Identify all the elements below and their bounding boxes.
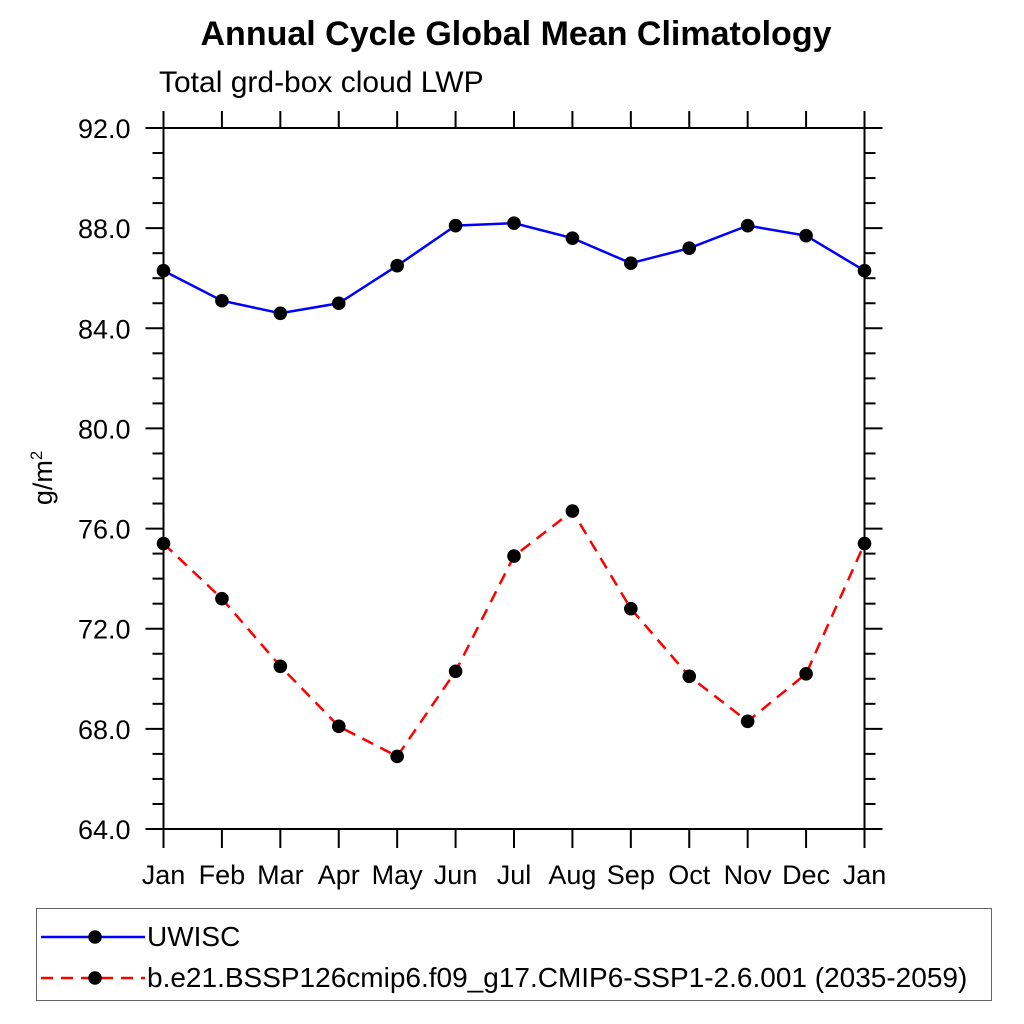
x-tick-label: Aug [548, 860, 596, 890]
y-tick-label: 84.0 [78, 314, 131, 344]
y-tick-label: 76.0 [78, 515, 131, 545]
x-tick-label: Sep [607, 860, 655, 890]
y-tick-label: 88.0 [78, 214, 131, 244]
series-1-marker [740, 714, 755, 729]
legend-label-model: b.e21.BSSP126cmip6.f09_g17.CMIP6-SSP1-2.… [147, 962, 968, 993]
series-0-marker [331, 296, 346, 311]
series-1-marker [565, 504, 580, 518]
x-tick-label: Jun [434, 860, 478, 890]
plot-frame [162, 127, 866, 830]
series-1-marker [507, 549, 521, 563]
series-0-marker [857, 263, 872, 278]
legend-line-sample-solid-blue [41, 930, 145, 944]
legend-line-sample-dashed-red [41, 971, 145, 985]
series-1-marker [215, 591, 229, 606]
series-1-marker [390, 749, 404, 764]
y-tick-label: 92.0 [78, 114, 131, 144]
series-1-marker [682, 669, 697, 684]
legend-item-model: b.e21.BSSP126cmip6.f09_g17.CMIP6-SSP1-2.… [37, 958, 967, 998]
series-0-marker [215, 293, 229, 308]
series-0-marker [448, 218, 463, 233]
y-tick-label: 64.0 [78, 815, 131, 845]
series-1-marker [799, 666, 813, 681]
series-0-marker [273, 306, 288, 321]
x-tick-label: May [372, 860, 424, 890]
x-tick-label: Feb [199, 860, 246, 890]
x-tick-label: Jan [142, 860, 186, 890]
x-tick-label: Nov [724, 860, 773, 890]
series-1-marker [857, 536, 872, 551]
plot-area: 64.0 68.0 72.0 76.0 80.0 84.0 88.0 92.0 Jan Feb Ma… [78, 111, 887, 890]
series-0-marker [682, 241, 697, 255]
chart-title: Annual Cycle Global Mean Climatology [200, 15, 832, 53]
series-1-marker [624, 601, 638, 616]
series-1-marker [448, 664, 463, 679]
series-0-marker [390, 258, 404, 273]
series-1-marker [156, 536, 171, 551]
series-0-marker [507, 216, 521, 230]
x-tick-label: Dec [782, 860, 830, 890]
x-tick-label: Jan [843, 860, 887, 890]
y-tick-label: 72.0 [78, 615, 131, 645]
series-0-marker [624, 256, 638, 270]
series-1-marker [331, 719, 346, 734]
legend-label-uwisc: UWISC [147, 921, 241, 952]
series-0-marker [565, 231, 580, 245]
legend-item-uwisc: UWISC [37, 917, 240, 957]
x-tick-label: Mar [257, 860, 304, 890]
series-line-1 [162, 509, 866, 759]
y-tick-label: 68.0 [78, 715, 131, 745]
legend: UWISC b.e21.BSSP126cmip6.f09_g17.CMIP6-S… [36, 908, 992, 1001]
x-tick-label: Oct [668, 860, 711, 890]
x-tick-label: Jul [497, 860, 532, 890]
x-tick-label: Apr [318, 860, 360, 890]
series-line-0 [162, 221, 866, 315]
series-0-marker [156, 263, 171, 278]
series-0-marker [740, 218, 755, 233]
series-1-marker [273, 659, 288, 674]
series-0-marker [799, 228, 813, 243]
chart-subtitle: Total grd-box cloud LWP [159, 66, 484, 99]
y-tick-label: 80.0 [78, 414, 131, 444]
